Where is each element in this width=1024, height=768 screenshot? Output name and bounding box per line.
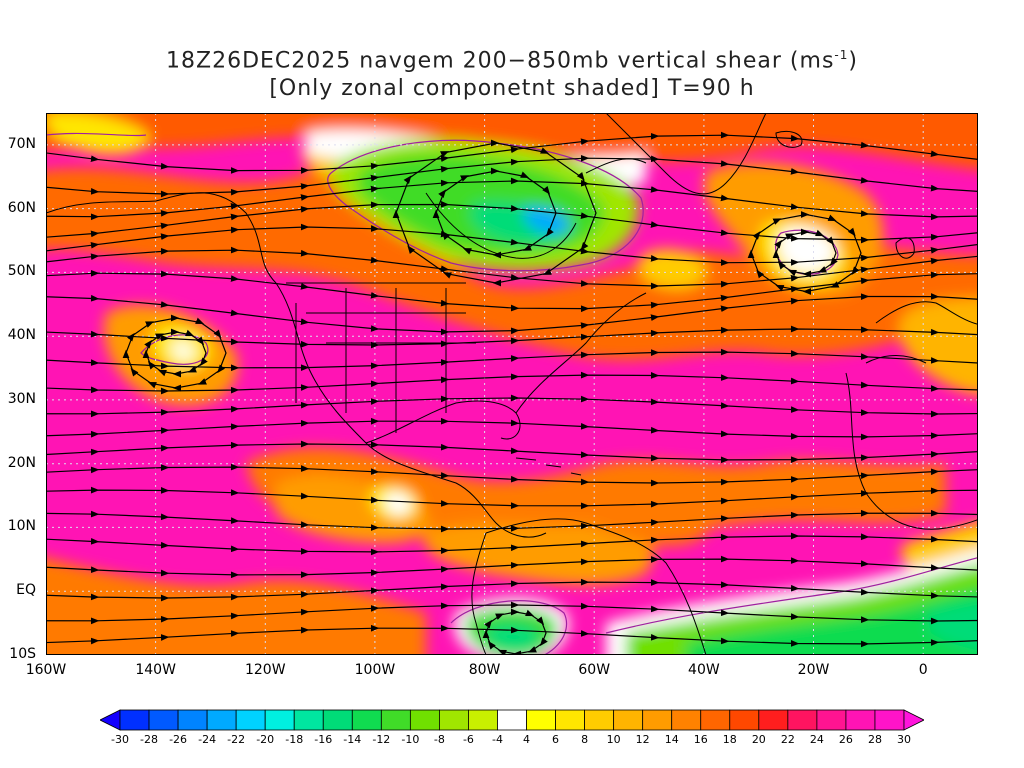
colorbar-swatch [497, 709, 527, 731]
streamline [46, 417, 978, 441]
colorbar-tick-label: 14 [664, 733, 679, 746]
streamlines [46, 131, 978, 654]
colorbar-tick-label: 8 [581, 733, 589, 746]
colorbar-swatch [119, 709, 150, 731]
lat-label: 50N [7, 263, 36, 280]
colorbar-swatch [439, 709, 469, 731]
colorbar-swatch [874, 709, 905, 731]
streamline [486, 612, 546, 654]
colorbar-tick-label: -24 [198, 733, 217, 746]
streamline [46, 394, 978, 418]
colorbar-tick-label: -20 [256, 733, 275, 746]
lat-label: 70N [7, 135, 36, 152]
colorbar-swatch [700, 709, 731, 731]
colorbar-tick-label: -26 [169, 733, 188, 746]
streamline [46, 578, 978, 602]
lon-label: 80W [468, 662, 501, 678]
colorbar-tick-label: -16 [314, 733, 333, 746]
streamline [751, 215, 862, 292]
colorbar-tick-label: 6 [552, 733, 560, 746]
colorbar-tick-label: -28 [140, 733, 159, 746]
colorbar-swatch [235, 709, 266, 731]
lon-label: 20W [797, 662, 830, 678]
colorbar-tick-label: 26 [838, 733, 853, 746]
colorbar-tick-label: -10 [401, 733, 420, 746]
colorbar-swatch [206, 709, 237, 731]
streamline [46, 601, 978, 625]
colorbar-swatch [351, 709, 382, 731]
colorbar-swatch [100, 709, 121, 731]
streamline [46, 463, 978, 487]
colorbar-tick-label: -12 [372, 733, 391, 746]
colorbar-tick-label: -14 [343, 733, 362, 746]
lat-label: 10S [9, 646, 36, 662]
colorbar-tick-label: -4 [491, 733, 503, 746]
colorbar-swatch [409, 709, 440, 731]
streamline [396, 143, 597, 283]
colorbar-tick-label: 22 [780, 733, 795, 746]
colorbar-tick-label: -6 [462, 733, 474, 746]
colorbar-swatch [148, 709, 179, 731]
colorbar-swatch [729, 709, 760, 731]
colorbar-tick-label: 12 [635, 733, 650, 746]
colorbar-swatch [264, 709, 295, 731]
lat-label: 40N [7, 327, 36, 344]
colorbar-tick-label: 28 [867, 733, 882, 746]
shear-map [46, 113, 978, 655]
colorbar-swatch [903, 709, 924, 731]
colorbar-swatch [787, 709, 818, 731]
colorbar-tick-label: 10 [606, 733, 621, 746]
colorbar-swatch [758, 709, 789, 731]
lat-label: 10N [7, 518, 36, 535]
streamline [126, 318, 227, 388]
lon-label: 100W [354, 662, 396, 678]
colorbar-swatch [816, 709, 847, 731]
lat-label: 30N [7, 390, 36, 407]
colorbar-swatch [526, 709, 556, 731]
colorbar-swatch [555, 709, 585, 731]
colorbar-tick-label: -30 [111, 733, 129, 746]
colorbar-tick-label: 30 [897, 733, 911, 746]
streamline [46, 486, 978, 510]
chart-title-line1: 18Z26DEC2025 navgem 200−850mb vertical s… [166, 48, 858, 74]
lat-label: 20N [7, 454, 36, 471]
colorbar-tick-label: -8 [433, 733, 445, 746]
map-frame [46, 113, 978, 655]
lat-label: EQ [16, 582, 36, 599]
streamline [46, 509, 978, 533]
streamline [46, 532, 978, 556]
colorbar-tick-label: 4 [523, 733, 531, 746]
lon-label: 120W [244, 662, 286, 678]
colorbar-swatch [845, 709, 876, 731]
colorbar-swatch [322, 709, 353, 731]
colorbar-swatch [468, 709, 498, 731]
colorbar-swatch [293, 709, 324, 731]
colorbar-swatch [671, 709, 702, 731]
colorbar-tick-label: -22 [227, 733, 246, 746]
streamline [46, 555, 978, 579]
colorbar-tick-label: 20 [751, 733, 766, 746]
lon-label: 140W [135, 662, 176, 678]
colorbar-swatch [584, 709, 615, 731]
colorbar-tick-label: 24 [809, 733, 824, 746]
lon-label: 160W [25, 662, 67, 678]
lat-label: 60N [7, 199, 36, 216]
lon-label: 60W [578, 662, 611, 678]
colorbar-tick-label: 18 [722, 733, 737, 746]
lon-label: 40W [688, 662, 720, 678]
colorbar-swatch [642, 709, 673, 731]
colorbar-swatch [380, 709, 411, 731]
colorbar-tick-label: 16 [693, 733, 708, 746]
colorbar-tick-label: -18 [285, 733, 304, 746]
streamline [46, 440, 978, 464]
colorbar [100, 709, 924, 731]
chart-title-line2: [Only zonal componetnt shaded] T=90 h [269, 76, 755, 101]
colorbar-swatch [613, 709, 644, 731]
lon-label: 0 [918, 662, 928, 678]
colorbar-swatch [177, 709, 208, 731]
